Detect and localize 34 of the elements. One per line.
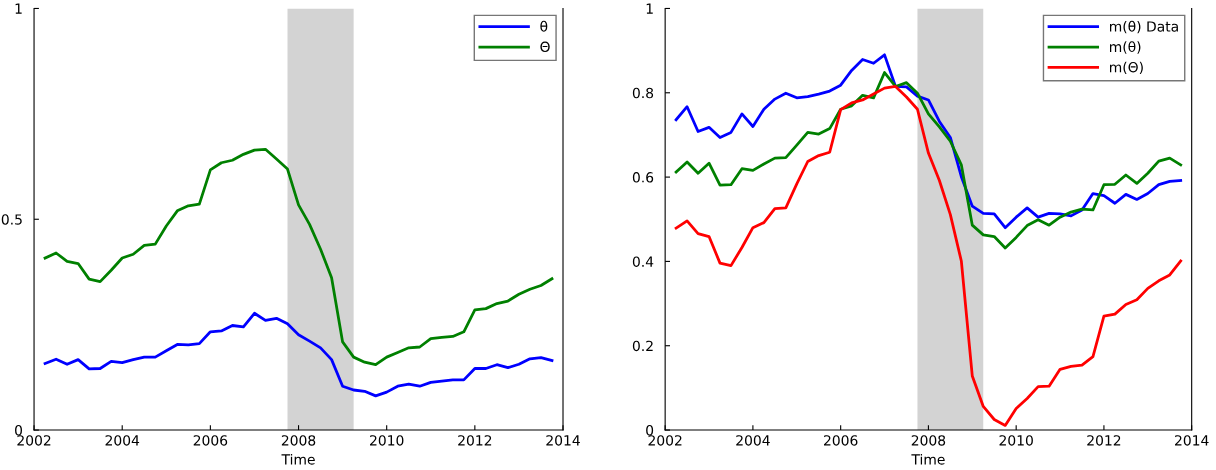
legend-label: m(θ) (1110, 41, 1141, 54)
x-tick-label: 2008 (911, 435, 946, 446)
x-tick-label: 2004 (105, 435, 140, 446)
x-axis-title: Time (281, 453, 315, 465)
x-tick-label: 2006 (193, 435, 228, 446)
y-tick-label: 1 (646, 3, 653, 14)
x-tick-label: 2004 (736, 435, 770, 446)
x-tick-label: 2010 (370, 435, 404, 446)
line-series (674, 85, 1183, 427)
x-tick-label: 2014 (1175, 435, 1209, 446)
x-tick-label: 2010 (999, 435, 1033, 446)
y-tick-label: 0.4 (632, 256, 654, 267)
legend-label: m(θ) Data (1110, 20, 1178, 34)
x-axis-title: Time (911, 453, 945, 465)
x-tick-label: 2012 (458, 435, 492, 446)
y-tick-label: 0.5 (1, 214, 22, 225)
y-tick-label: 0.8 (632, 87, 654, 99)
y-tick-label: 0 (646, 425, 654, 436)
y-tick-label: 0.2 (632, 340, 653, 352)
line-series (674, 53, 1183, 230)
x-tick-label: 2002 (17, 435, 51, 446)
legend-label: θ (540, 20, 548, 32)
line-series (43, 311, 554, 398)
y-tick-label: 0 (15, 425, 23, 436)
x-tick-label: 2014 (546, 435, 580, 446)
x-tick-label: 2012 (1087, 435, 1121, 446)
legend-label: m(Θ) (1110, 61, 1143, 75)
line-series (43, 147, 554, 367)
y-tick-label: 1 (15, 3, 22, 14)
legend-label: Θ (540, 41, 550, 53)
x-tick-label: 2006 (824, 435, 858, 446)
x-tick-label: 2008 (281, 435, 316, 446)
x-tick-label: 2002 (648, 435, 682, 446)
y-tick-label: 0.6 (632, 172, 654, 183)
